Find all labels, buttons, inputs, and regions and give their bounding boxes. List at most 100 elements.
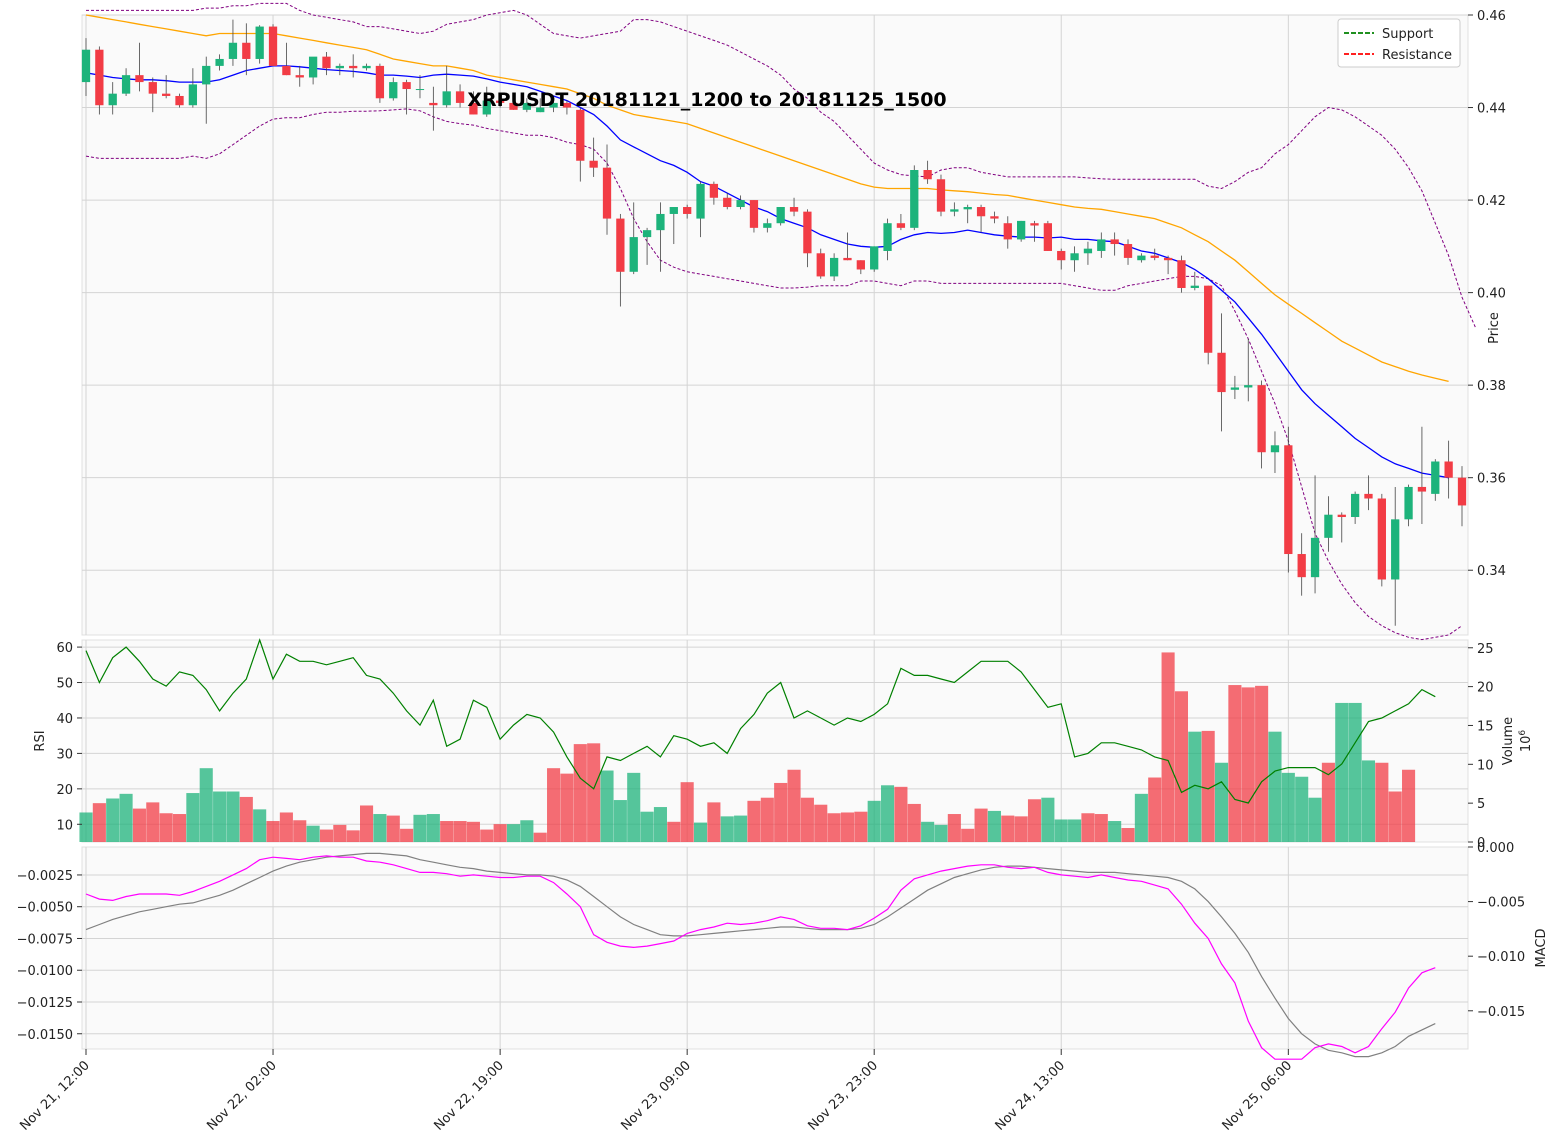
candle-body — [642, 230, 652, 238]
candle-body — [308, 56, 318, 78]
volume-bar — [1174, 691, 1189, 842]
candle-body — [402, 82, 411, 90]
bollinger-lower-line — [85, 108, 1463, 641]
price-tick-label: 0.38 — [1477, 379, 1506, 394]
candle — [95, 46, 104, 115]
rsi-tick-label: 20 — [56, 783, 73, 798]
legend-resistance-label: Resistance — [1382, 48, 1452, 63]
candle — [843, 232, 852, 261]
volume-bar — [1001, 815, 1015, 842]
macd-right-tick-label: −0.015 — [1477, 1005, 1525, 1020]
candle-body — [776, 207, 785, 224]
candle — [749, 200, 759, 233]
candle — [522, 98, 531, 113]
rsi-axis-label: RSI — [33, 730, 48, 751]
candle-body — [509, 102, 518, 110]
candle-body — [856, 260, 865, 270]
volume-bar — [106, 798, 120, 842]
candle-body — [923, 170, 932, 180]
volume-bar — [774, 782, 788, 842]
candle — [950, 202, 959, 217]
candle-body — [81, 49, 91, 83]
candle-body — [1150, 255, 1159, 258]
candle-body — [549, 102, 558, 108]
volume-bar — [627, 772, 641, 842]
candle-body — [1204, 285, 1213, 353]
candle — [121, 68, 131, 96]
candle — [602, 144, 612, 235]
volume-bar — [800, 797, 814, 842]
candle-body — [616, 218, 625, 272]
candle — [616, 213, 625, 307]
candle-body — [843, 257, 852, 261]
candle-body — [602, 167, 612, 219]
candle — [1204, 285, 1213, 365]
volume-bar — [827, 813, 841, 842]
volume-bar — [293, 820, 307, 842]
candle — [549, 100, 558, 113]
volume-bar — [493, 824, 507, 842]
candle-body — [1110, 239, 1119, 245]
volume-bar — [520, 820, 534, 842]
candle-body — [268, 26, 278, 66]
slow-moving-average-line — [85, 14, 1449, 383]
candle — [1310, 475, 1320, 594]
candle — [1444, 440, 1453, 499]
candle-body — [736, 200, 745, 208]
price-tick-label: 0.34 — [1477, 564, 1506, 579]
candle-body — [1003, 223, 1012, 240]
candle-body — [910, 170, 919, 228]
candle — [1003, 216, 1012, 249]
candle — [282, 42, 291, 76]
candle — [162, 75, 171, 99]
volume-bar — [840, 812, 855, 842]
candle — [1190, 271, 1199, 291]
volume-bar — [1081, 813, 1095, 842]
macd-tick-label: −0.0075 — [17, 932, 73, 947]
candle — [816, 248, 825, 279]
candle — [135, 42, 144, 92]
candle — [375, 63, 385, 103]
candle — [656, 202, 665, 272]
candle — [1431, 459, 1440, 501]
candle-body — [829, 257, 839, 277]
candle — [736, 195, 745, 210]
legend-support-label: Support — [1382, 27, 1433, 42]
volume-bar — [333, 824, 347, 842]
volume-bar — [79, 812, 93, 842]
candle — [215, 54, 224, 71]
candle-body — [1137, 255, 1146, 261]
volume-bar — [1335, 702, 1349, 842]
volume-bar — [319, 829, 334, 842]
candle-body — [215, 58, 224, 66]
candle-body — [121, 75, 131, 94]
candle — [963, 204, 972, 224]
candle — [349, 54, 358, 78]
candle — [242, 23, 251, 76]
macd-right-tick-label: −0.005 — [1477, 896, 1525, 911]
candle — [509, 98, 518, 110]
volume-bar — [961, 828, 975, 842]
candle — [1417, 426, 1427, 524]
candle — [1391, 486, 1400, 626]
candle — [1457, 466, 1467, 527]
volume-bar — [1241, 687, 1255, 842]
candle-body — [228, 42, 238, 59]
volume-bar — [1375, 762, 1389, 842]
volume-bar — [1281, 772, 1295, 842]
macd-tick-label: −0.0050 — [17, 901, 73, 916]
macd-tick-label: −0.0125 — [17, 996, 73, 1011]
candle-body — [469, 102, 478, 115]
candle-body — [522, 102, 531, 110]
candle — [1230, 375, 1240, 400]
x-tick-label: Nov 22, 02:00 — [204, 1058, 280, 1134]
volume-bar — [894, 786, 908, 842]
price-panel — [81, 2, 1476, 641]
macd-right-tick-label: −0.010 — [1477, 950, 1525, 965]
candle-body — [1030, 223, 1039, 226]
volume-bar — [653, 807, 667, 842]
candle — [1177, 255, 1186, 293]
candle — [148, 77, 157, 113]
rsi-tick-label: 40 — [56, 712, 73, 727]
volume-tick-label: 15 — [1477, 719, 1494, 734]
